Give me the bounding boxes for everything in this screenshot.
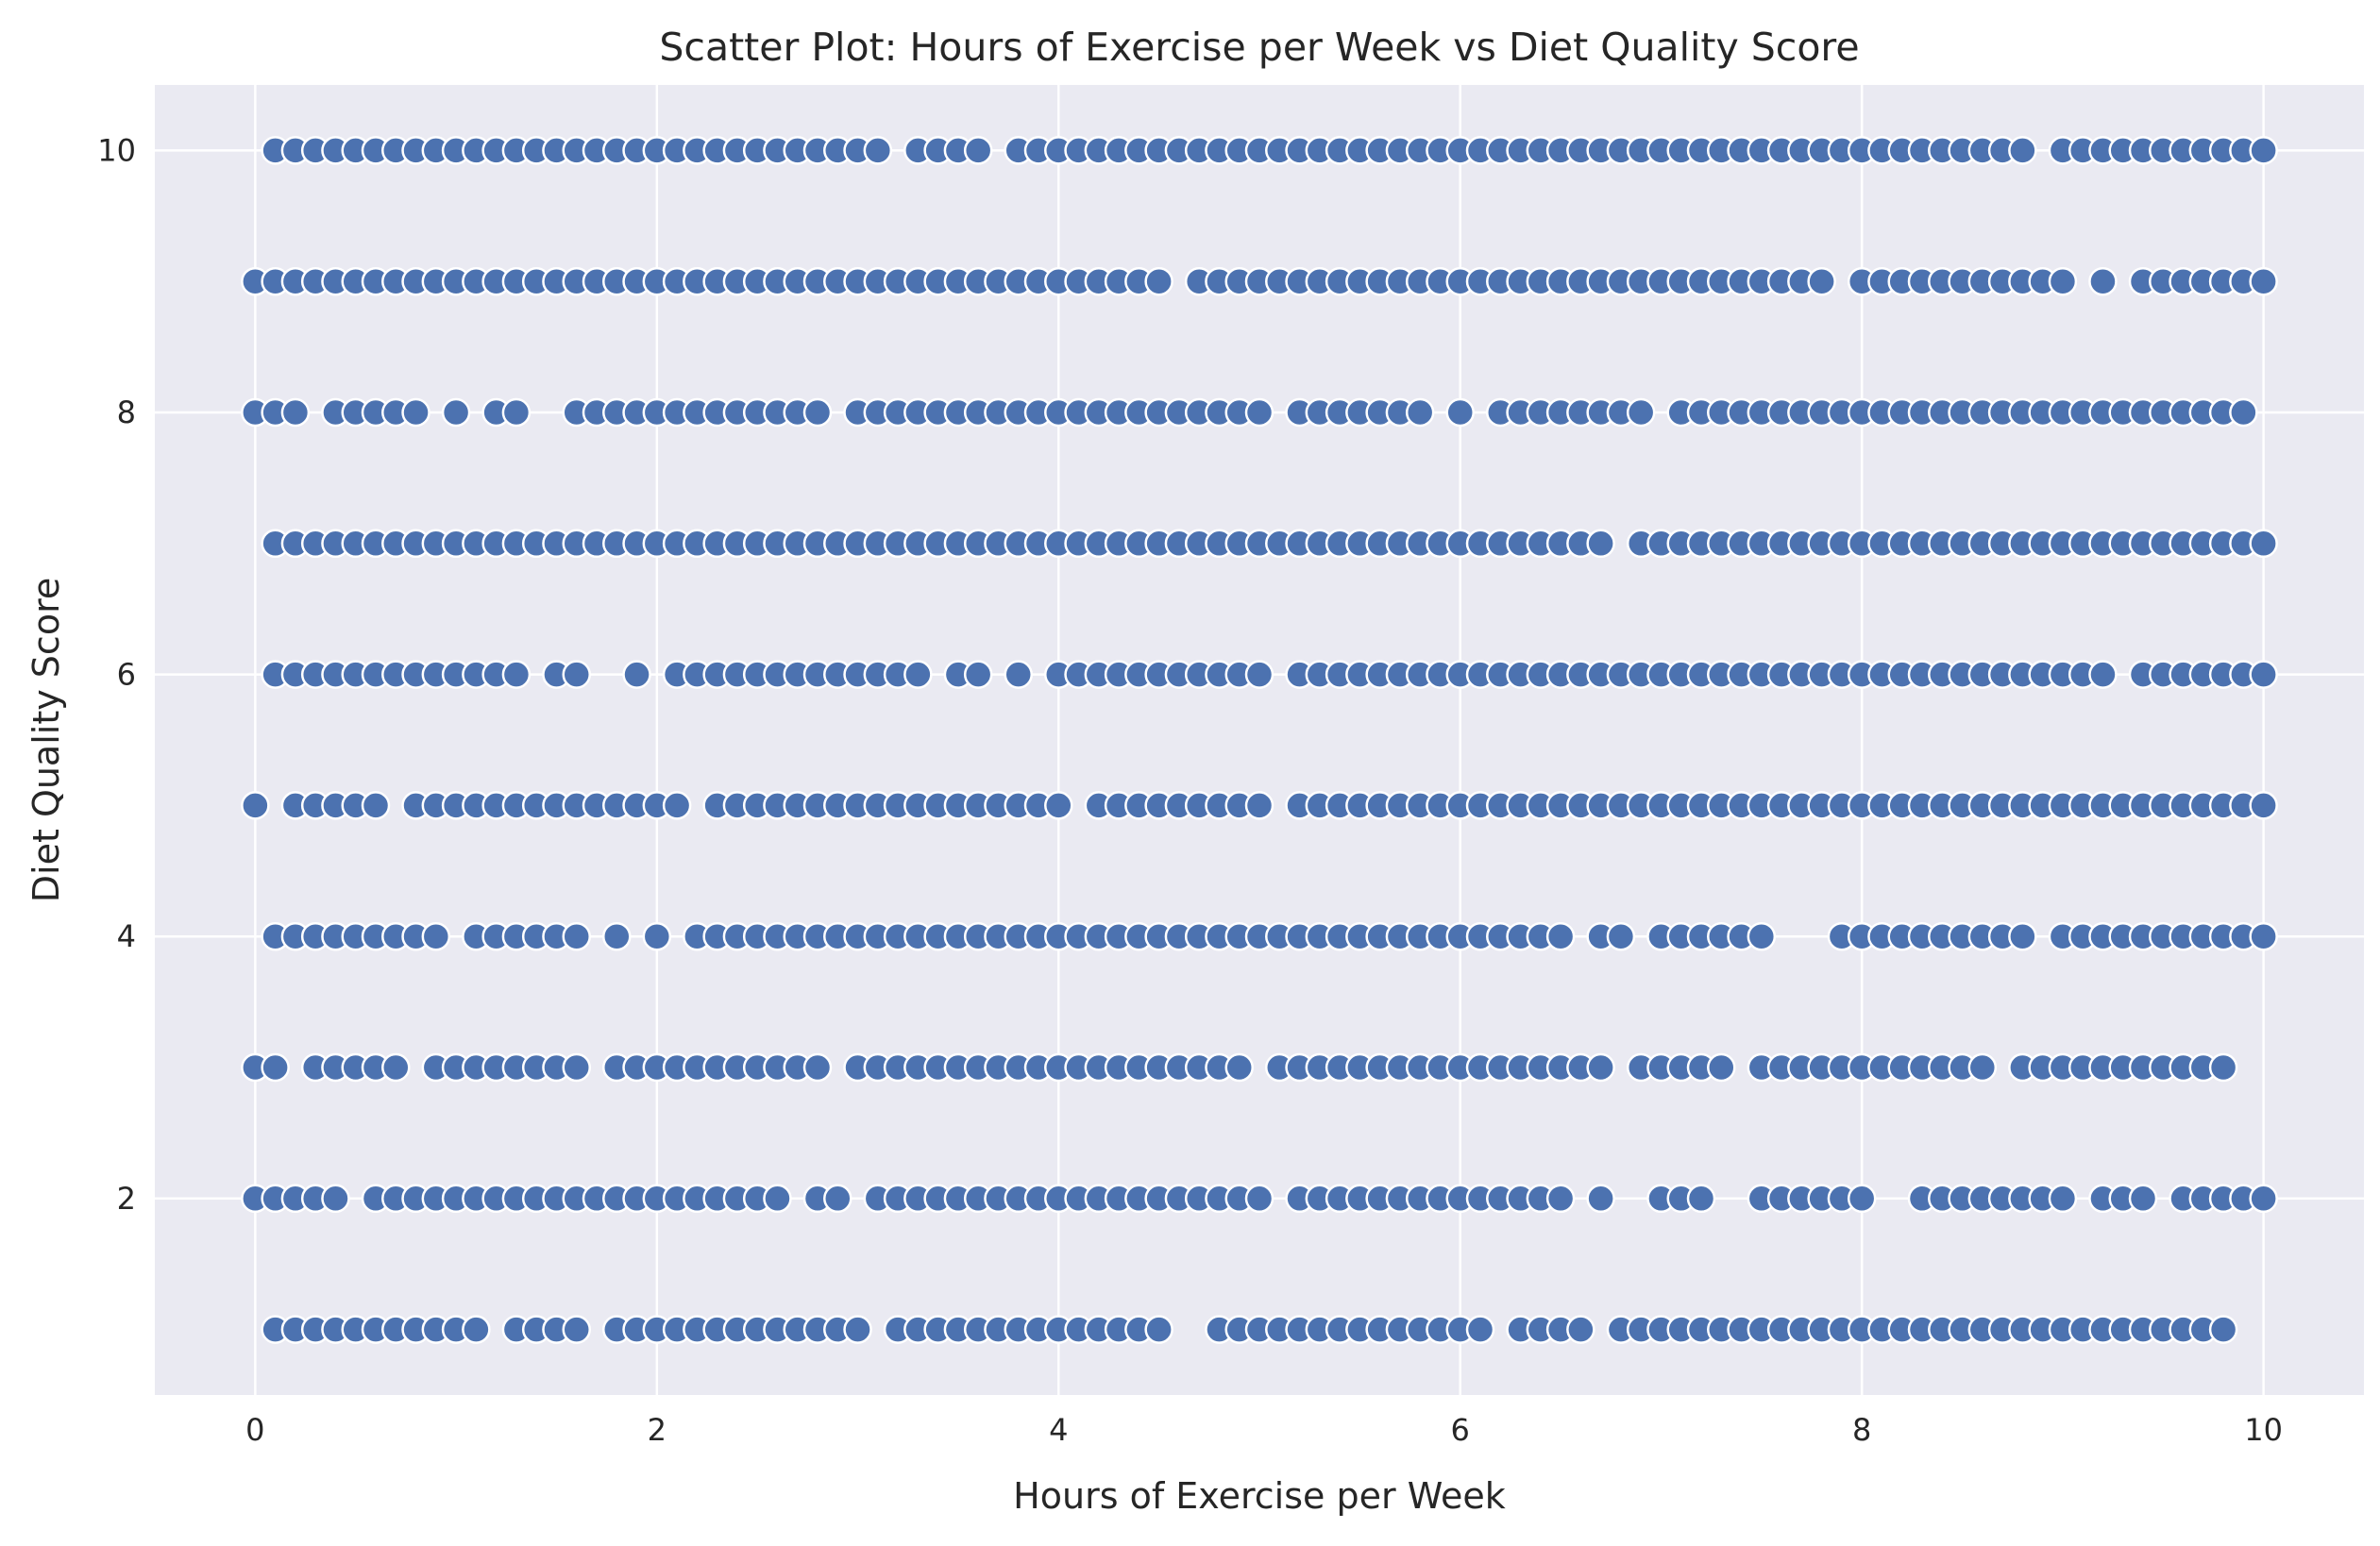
data-point — [280, 397, 311, 428]
data-point — [1566, 1315, 1595, 1344]
data-point — [2128, 1184, 2158, 1214]
data-point — [2249, 1184, 2278, 1214]
data-point — [501, 397, 532, 428]
data-point — [1044, 791, 1073, 820]
x-tick-label: 0 — [245, 1412, 264, 1448]
data-point — [241, 791, 270, 820]
data-point — [1445, 397, 1475, 428]
data-point — [2249, 266, 2278, 296]
data-point — [1144, 266, 1173, 296]
data-point — [1244, 1184, 1274, 1214]
data-point — [863, 136, 893, 165]
data-point — [1586, 529, 1615, 559]
data-point — [823, 1184, 852, 1214]
data-point — [622, 660, 651, 689]
data-point — [1807, 266, 1836, 296]
data-point — [1626, 397, 1656, 428]
data-point — [903, 660, 933, 689]
data-point — [361, 791, 391, 820]
data-point — [963, 136, 993, 165]
data-point — [1244, 791, 1274, 820]
y-tick-label: 2 — [117, 1181, 136, 1217]
data-point — [1244, 660, 1274, 689]
y-axis-label: Diet Quality Score — [25, 578, 67, 902]
data-point — [1747, 921, 1777, 951]
data-point — [2008, 136, 2037, 165]
data-point — [2249, 921, 2278, 951]
data-point — [2048, 266, 2078, 296]
x-tick-labels: 0 2 4 6 8 10 — [245, 1412, 2283, 1448]
data-point — [1586, 1184, 1615, 1214]
data-point — [802, 1052, 833, 1083]
data-point — [2208, 1052, 2238, 1083]
y-tick-label: 4 — [117, 918, 136, 954]
plot-area — [155, 85, 2364, 1395]
data-point — [2088, 266, 2118, 296]
x-tick-label: 8 — [1852, 1412, 1871, 1448]
x-tick-label: 4 — [1049, 1412, 1068, 1448]
x-tick-label: 6 — [1451, 1412, 1470, 1448]
data-point — [1545, 1184, 1576, 1214]
data-point — [1224, 1052, 1254, 1083]
data-point — [562, 1052, 591, 1083]
data-point — [401, 397, 430, 428]
data-point — [562, 660, 591, 689]
data-point — [1586, 1052, 1615, 1083]
data-point — [1405, 397, 1435, 428]
data-point — [1606, 921, 1636, 951]
data-point — [2249, 136, 2278, 165]
y-tick-label: 10 — [97, 132, 136, 168]
y-tick-labels: 2 4 6 8 10 — [97, 132, 136, 1216]
x-axis-label: Hours of Exercise per Week — [1013, 1475, 1506, 1517]
y-tick-label: 6 — [117, 657, 136, 693]
data-point — [1847, 1184, 1877, 1214]
data-points — [241, 136, 2278, 1344]
data-point — [2088, 660, 2118, 689]
data-point — [501, 660, 532, 689]
data-point — [2249, 660, 2278, 689]
data-point — [2008, 921, 2037, 951]
chart-title: Scatter Plot: Hours of Exercise per Week… — [659, 25, 1859, 70]
data-point — [602, 921, 632, 951]
data-point — [2249, 529, 2278, 559]
data-point — [763, 1184, 792, 1214]
data-point — [321, 1184, 350, 1214]
data-point — [1707, 1052, 1736, 1083]
data-point — [562, 1315, 591, 1344]
data-point — [1004, 660, 1033, 689]
data-point — [662, 791, 692, 820]
data-point — [261, 1052, 290, 1083]
data-point — [843, 1315, 872, 1344]
data-point — [381, 1052, 411, 1083]
data-point — [2249, 791, 2278, 820]
x-tick-label: 2 — [648, 1412, 667, 1448]
data-point — [1144, 1315, 1173, 1344]
x-tick-label: 10 — [2244, 1412, 2283, 1448]
data-point — [963, 660, 993, 689]
data-point — [2208, 1315, 2238, 1344]
data-point — [562, 921, 591, 951]
data-point — [2229, 397, 2258, 428]
data-point — [1967, 1052, 1998, 1083]
data-point — [421, 921, 451, 951]
data-point — [1686, 1184, 1716, 1214]
data-point — [802, 397, 833, 428]
data-point — [441, 397, 471, 428]
y-tick-label: 8 — [117, 395, 136, 430]
data-point — [2048, 1184, 2078, 1214]
data-point — [1545, 921, 1576, 951]
data-point — [1244, 397, 1274, 428]
data-point — [642, 921, 672, 951]
data-point — [462, 1315, 491, 1344]
data-point — [1465, 1315, 1495, 1344]
